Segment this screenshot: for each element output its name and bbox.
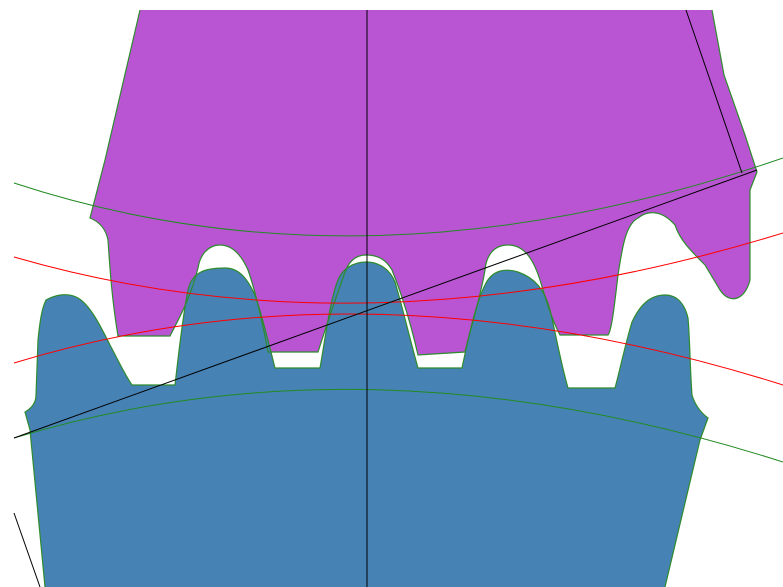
lower-radius-line	[13, 512, 41, 587]
lower-pitch-circle	[13, 313, 783, 386]
upper-pitch-circle	[13, 232, 783, 304]
lower-base-circle	[13, 388, 783, 463]
upper-gear-outline	[89, 9, 758, 356]
upper-base-circle	[13, 157, 783, 237]
upper-gear-body	[90, 10, 757, 355]
lower-gear-outline	[24, 261, 709, 587]
upper-radius-line	[685, 9, 743, 174]
line-of-action	[13, 169, 758, 439]
